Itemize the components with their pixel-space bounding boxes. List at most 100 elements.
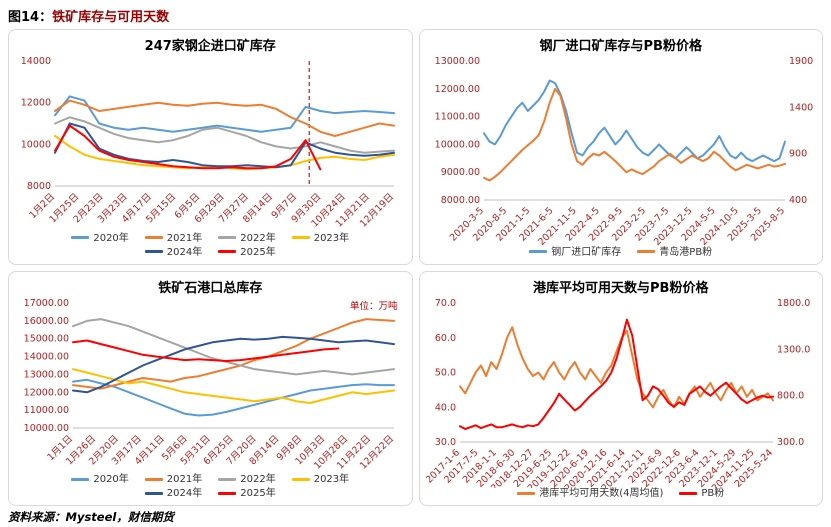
line-chart: 8000.00 9000.00 10000.00 11000.00 12000.00 13…: [434, 56, 813, 246]
legend-item: 2025年: [218, 487, 276, 501]
series-line-青岛港PB粉: [482, 87, 786, 182]
legend-item: 2023年: [291, 232, 350, 246]
line-chart: 10000.00 11000.00 12000.00 13000.00 14000.00…: [24, 298, 396, 472]
legend-item: 2021年: [144, 473, 203, 487]
legend-label: 2022年: [240, 232, 276, 244]
left-axis-tick-label: 14000.00: [24, 351, 69, 362]
right-axis-tick-label: 300.0: [777, 437, 804, 448]
series-line-2024年: [54, 122, 395, 169]
left-axis-tick-label: 11000.00: [434, 112, 479, 123]
legend-item: 2024年: [144, 246, 203, 260]
left-axis-tick-label: 8000: [27, 181, 51, 192]
left-axis-tick-label: 16000.00: [24, 315, 69, 326]
series-line-PB粉: [458, 318, 774, 430]
series-line-2023年: [72, 367, 395, 404]
legend-marker: [218, 491, 237, 495]
plot-area: 30.0 40.0 50.0 60.0 70.0 300.0 800.0 1300.0 1800…: [426, 297, 817, 488]
legend-label: 2023年: [313, 474, 350, 485]
plot-area: 10000.00 11000.00 12000.00 13000.00 14000.00…: [15, 297, 406, 474]
legend-label: 2024年: [166, 246, 203, 258]
series-line-钢厂进口矿库存: [482, 79, 786, 163]
chart-title: 钢厂进口矿库存与PB粉价格: [539, 39, 702, 54]
left-axis-tick-label: 12000: [21, 98, 51, 109]
series-line-2020年: [54, 95, 395, 133]
chart-title: 港库平均可用天数与PB粉价格: [533, 280, 709, 296]
figure-title: 铁矿库存与可用天数: [52, 10, 170, 25]
legend-marker: [218, 250, 237, 253]
line-chart: 30.0 40.0 50.0 60.0 70.0 300.0 800.0 1300.0 1800…: [426, 298, 810, 488]
legend-label: 2022年: [240, 474, 276, 485]
right-axis-tick-label: 400: [789, 195, 807, 206]
series-line-2025年: [54, 124, 322, 171]
charts-grid: 247家钢企进口矿库存 8000 10000 12000 14000 1月2日 1月25日…: [8, 29, 823, 506]
legend-marker: [679, 491, 698, 495]
legend-label: 青岛港PB粉: [659, 246, 713, 258]
legend-item: 钢厂进口矿库存: [529, 246, 621, 260]
right-axis-tick-label: 800.0: [777, 390, 804, 401]
chart-legend: 钢厂进口矿库存 青岛港PB粉: [529, 246, 712, 262]
series-line-2022年: [54, 116, 395, 154]
legend-label: 港库平均可用天数(4周均值): [539, 488, 664, 499]
legend-marker: [144, 236, 163, 239]
left-axis-tick-label: 40.0: [434, 402, 455, 413]
left-axis-tick-label: 12000.00: [24, 387, 69, 398]
legend-item: PB粉: [679, 487, 724, 501]
left-axis-tick-label: 14000: [21, 56, 51, 67]
plot-area: 8000.00 9000.00 10000.00 11000.00 12000.00 13…: [426, 55, 817, 246]
legend-marker: [144, 477, 163, 481]
legend-item: 2025年: [218, 246, 276, 260]
series-line-2022年: [72, 317, 395, 375]
legend-marker: [71, 236, 90, 239]
legend-marker: [517, 491, 536, 495]
left-axis-tick-label: 10000: [21, 139, 51, 150]
series-line-2021年: [72, 317, 395, 390]
right-axis-tick-label: 1800.0: [777, 298, 810, 309]
legend-marker: [218, 477, 237, 481]
left-axis-tick-label: 70.0: [434, 298, 455, 309]
legend-item: 2021年: [144, 232, 202, 246]
chart-panel-steel-mill-imported-ore-inventory: 247家钢企进口矿库存 8000 10000 12000 14000 1月2日 1月25日…: [8, 29, 413, 265]
legend-label: 2021年: [166, 474, 203, 485]
left-axis-tick-label: 13000.00: [434, 56, 479, 67]
legend-item: 青岛港PB粉: [637, 246, 712, 260]
legend-item: 2022年: [218, 232, 276, 246]
chart-panel-port-total-inventory: 铁矿石港口总库存 单位：万吨 10000.00 11000.00 12000.00 1…: [8, 270, 413, 506]
chart-legend: 2020年 2021年 2022年 2023年 2024年 2025年: [70, 473, 350, 503]
left-axis-tick-label: 12000.00: [434, 84, 479, 95]
left-axis-tick-label: 10000.00: [24, 423, 69, 434]
data-source: 资料来源：Mysteel，财信期货: [8, 510, 174, 524]
left-axis-tick-label: 60.0: [434, 332, 455, 343]
legend-marker: [529, 250, 548, 253]
legend-label: 钢厂进口矿库存: [551, 246, 622, 258]
right-axis-tick-label: 900: [789, 149, 807, 160]
legend-marker: [144, 491, 163, 495]
left-axis-tick-label: 10000.00: [434, 139, 479, 150]
left-axis-tick-label: 15000.00: [24, 333, 69, 344]
series-line-2025年: [72, 339, 340, 362]
legend-label: 2024年: [166, 488, 203, 499]
chart-panel-available-days-vs-pb-price: 港库平均可用天数与PB粉价格 30.0 40.0 50.0 60.0 70.0 300.0…: [418, 270, 823, 506]
legend-label: 2025年: [240, 488, 276, 499]
legend-label: 2023年: [313, 232, 350, 244]
legend-label: 2020年: [93, 474, 129, 485]
left-axis-tick-label: 17000.00: [24, 298, 69, 309]
left-axis-tick-label: 8000.00: [440, 195, 479, 206]
legend-item: 2020年: [71, 473, 129, 487]
series-line-2020年: [72, 378, 395, 416]
legend-item: 2022年: [218, 473, 276, 487]
series-line-2021年: [54, 99, 395, 137]
chart-panel-inventory-vs-pb-price: 钢厂进口矿库存与PB粉价格 8000.00 9000.00 10000.00 1100…: [418, 29, 823, 265]
left-axis-tick-label: 30.0: [434, 437, 455, 448]
left-axis-tick-label: 13000.00: [24, 369, 69, 380]
right-axis-tick-label: 1300.0: [777, 344, 810, 355]
legend-item: 港库平均可用天数(4周均值): [517, 487, 663, 501]
legend-marker: [144, 250, 163, 253]
legend-label: 2025年: [240, 246, 276, 258]
legend-item: 2023年: [291, 473, 350, 487]
chart-legend: 2020年 2021年 2022年 2023年 2024年 2025年: [70, 232, 350, 262]
legend-marker: [71, 477, 90, 481]
line-chart: 80001000012000140001月2日1月25日2月23日3月23日4月…: [21, 56, 396, 230]
left-axis-tick-label: 11000.00: [24, 405, 69, 416]
legend-marker: [218, 236, 237, 239]
